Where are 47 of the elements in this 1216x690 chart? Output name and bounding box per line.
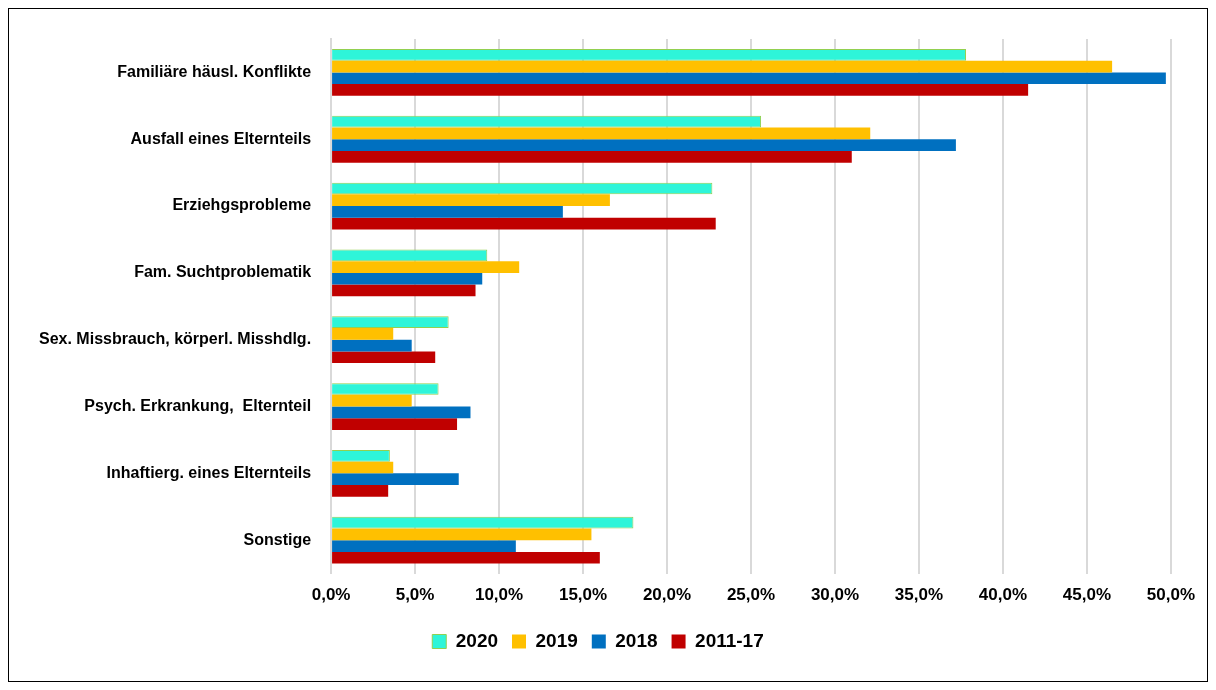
bar xyxy=(332,540,516,552)
bar xyxy=(332,150,852,163)
bar xyxy=(332,339,412,352)
bar xyxy=(332,485,389,497)
legend-label: 2011-17 xyxy=(695,629,764,651)
bar xyxy=(332,127,871,140)
y-tick-label: Familiäre häusl. Konflikte xyxy=(117,62,312,80)
y-tick-label: Inhaftierg. eines Elternteils xyxy=(106,463,312,481)
x-tick-label: 35,0% xyxy=(894,585,944,605)
bar xyxy=(332,328,394,340)
bar xyxy=(332,84,1029,96)
y-tick-label: Erziehgsprobleme xyxy=(172,196,312,214)
x-tick-label: 15,0% xyxy=(558,585,608,605)
bar xyxy=(332,461,394,474)
x-tick-label: 0,0% xyxy=(311,585,351,605)
legend-label: 2019 xyxy=(535,629,578,651)
y-tick-label: Sonstige xyxy=(243,530,312,548)
bar xyxy=(332,551,600,564)
bar xyxy=(332,394,412,407)
x-tick-label: 45,0% xyxy=(1062,585,1112,605)
y-tick-label: Sex. Missbrauch, körperl. Misshdlg. xyxy=(39,330,312,348)
bar xyxy=(332,217,716,230)
bar xyxy=(332,206,563,218)
legend-label: 2020 xyxy=(455,629,499,651)
bar xyxy=(332,194,610,207)
x-tick-label: 10,0% xyxy=(474,585,524,605)
bar xyxy=(332,139,956,151)
y-tick-label: Fam. Suchtproblematik xyxy=(134,263,312,281)
bar xyxy=(332,406,471,419)
y-tick-label: Ausfall eines Elternteils xyxy=(130,129,312,147)
y-tick-label: Psych. Erkrankung, Elternteil xyxy=(84,396,312,414)
bar xyxy=(332,72,1166,85)
bar xyxy=(332,528,592,541)
bar xyxy=(332,418,458,430)
bar xyxy=(332,284,476,297)
bar xyxy=(332,272,483,285)
x-tick-label: 30,0% xyxy=(810,585,860,605)
x-tick-label: 25,0% xyxy=(726,585,776,605)
x-tick-label: 40,0% xyxy=(978,585,1028,605)
x-tick-label: 50,0% xyxy=(1146,585,1195,605)
legend-label: 2018 xyxy=(615,629,658,651)
bar xyxy=(332,60,1113,73)
x-tick-label: 5,0% xyxy=(395,585,435,605)
x-tick-label: 20,0% xyxy=(642,585,692,605)
bar xyxy=(332,351,436,364)
bar xyxy=(332,261,520,273)
bar xyxy=(332,473,459,486)
